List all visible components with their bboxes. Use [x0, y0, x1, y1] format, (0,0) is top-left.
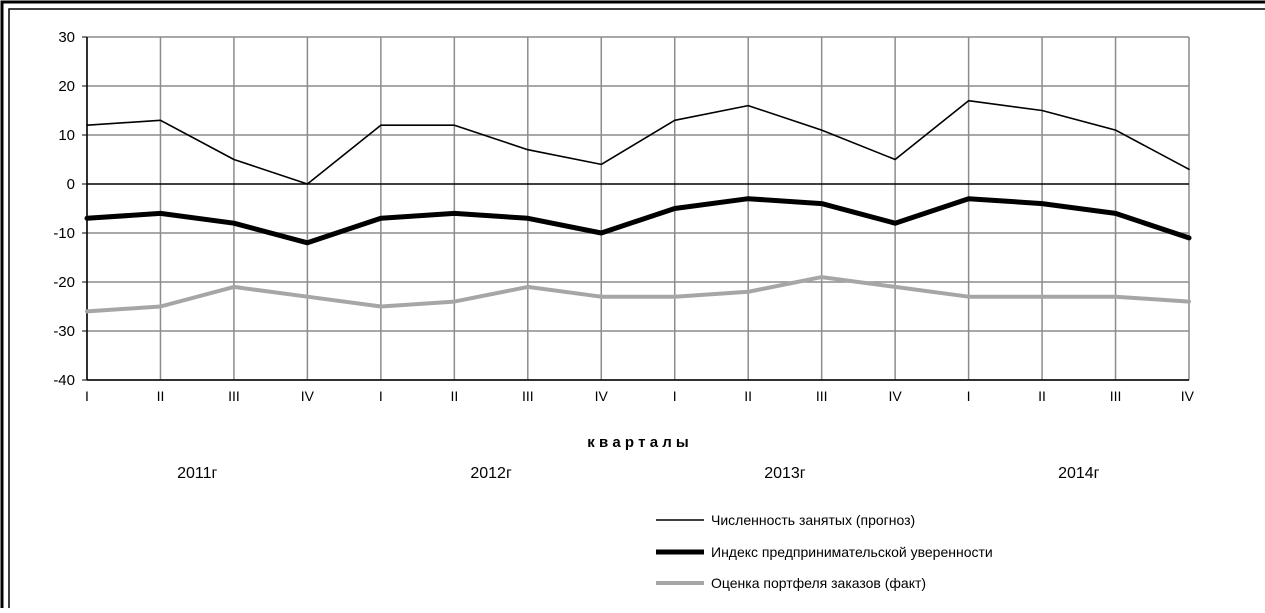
x-tick-label: I: [673, 388, 677, 404]
legend-label: Оценка портфеля заказов (факт): [711, 575, 926, 591]
year-label: 2012г: [470, 465, 512, 482]
series-line: [84, 196, 1192, 246]
x-tick-label: III: [816, 388, 828, 404]
x-tick-label: IV: [595, 388, 609, 404]
x-tick-label: III: [1110, 388, 1122, 404]
year-label: 2011г: [177, 465, 217, 482]
x-tick-label: IV: [301, 388, 315, 404]
x-tick-label: III: [522, 388, 534, 404]
y-tick-label: -20: [53, 274, 75, 291]
legend-label: Численность занятых (прогноз): [711, 512, 915, 528]
x-tick-label: III: [228, 388, 240, 404]
y-tick-label: -30: [53, 323, 75, 340]
y-tick-label: 10: [58, 127, 75, 144]
grid-layer: [86, 36, 1190, 381]
x-axis-title: к в а р т а л ы: [587, 434, 688, 451]
series-line: [85, 275, 1191, 314]
x-tick-label: I: [967, 388, 971, 404]
year-label: 2014г: [1058, 465, 1100, 482]
y-tick-label: 30: [58, 29, 75, 46]
axis-layer: [82, 36, 1189, 381]
x-tick-label: IV: [1181, 388, 1195, 404]
y-tick-label: -40: [53, 372, 75, 389]
y-tick-label: 20: [58, 78, 75, 95]
series-layer: [84, 99, 1192, 314]
year-label: 2013г: [764, 465, 806, 482]
x-tick-label: II: [744, 388, 752, 404]
x-tick-label: II: [1038, 388, 1046, 404]
series-line: [86, 99, 1190, 185]
inner-frame: [8, 8, 1265, 613]
x-tick-label: II: [450, 388, 458, 404]
x-tick-label: IV: [889, 388, 903, 404]
y-tick-label: 0: [67, 176, 75, 193]
x-tick-label: I: [85, 388, 89, 404]
legend: Численность занятых (прогноз) Индекс пред…: [656, 512, 993, 591]
x-tick-label: II: [157, 388, 165, 404]
x-tick-label: I: [379, 388, 383, 404]
y-tick-label: -10: [53, 225, 75, 242]
legend-label: Индекс предпринимательской уверенности: [711, 544, 993, 560]
